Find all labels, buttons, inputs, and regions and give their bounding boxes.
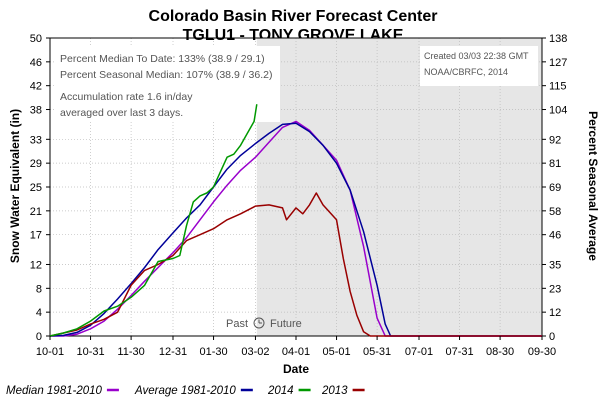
percent-median-to-date: Percent Median To Date: 133% (38.9 / 29.…: [60, 53, 265, 65]
y2-tick-label: 115: [549, 81, 567, 93]
created-timestamp: Created 03/03 22:38 GMT: [424, 51, 529, 61]
info-box-left: [55, 46, 280, 122]
legend-label: 2014: [267, 385, 294, 397]
past-label: Past: [226, 318, 248, 330]
x-tick-label: 11-30: [117, 346, 144, 358]
accumulation-rate-note: averaged over last 3 days.: [60, 107, 183, 119]
y-tick-label: 17: [30, 230, 42, 242]
y-axis-right: 0 12 23 35 46 58 69 81 92 104 115 127 138: [542, 33, 567, 343]
y2-tick-label: 58: [549, 206, 561, 218]
x-tick-label: 12-31: [159, 346, 187, 358]
y-tick-label: 50: [30, 33, 42, 45]
y-axis-left: 0 4 8 12 17 21 25 29 33 38 42 46 50: [30, 33, 50, 343]
future-label: Future: [270, 318, 302, 330]
x-tick-label: 05-01: [322, 346, 350, 358]
y2-axis-label: Percent Seasonal Average: [586, 111, 600, 261]
y-tick-label: 33: [30, 134, 42, 146]
x-tick-label: 03-02: [241, 346, 269, 358]
y2-tick-label: 81: [549, 158, 561, 170]
y-tick-label: 4: [36, 307, 42, 319]
y2-tick-label: 35: [549, 259, 561, 271]
info-box-right: [420, 46, 538, 86]
y2-tick-label: 12: [549, 307, 561, 319]
y2-tick-label: 104: [549, 105, 567, 117]
y-tick-label: 42: [30, 81, 42, 93]
x-tick-label: 10-01: [36, 346, 64, 358]
x-tick-label: 08-30: [486, 346, 514, 358]
legend-label: 2013: [321, 385, 348, 397]
chart-title: Colorado Basin River Forecast Center: [149, 8, 438, 25]
series-layer: [49, 104, 542, 337]
agency-credit: NOAA/CBRFC, 2014: [424, 67, 508, 77]
percent-seasonal-median: Percent Seasonal Median: 107% (38.9 / 36…: [60, 69, 272, 81]
x-tick-label: 05-31: [363, 346, 391, 358]
y-tick-label: 46: [30, 57, 42, 69]
y-tick-label: 38: [30, 105, 42, 117]
y2-tick-label: 23: [549, 283, 561, 295]
x-axis-label: Date: [283, 362, 309, 376]
x-tick-label: 01-30: [199, 346, 227, 358]
y-tick-label: 29: [30, 158, 42, 170]
y-axis-label: Snow Water Equivalent (in): [8, 109, 22, 263]
x-tick-label: 07-31: [445, 346, 473, 358]
y2-tick-label: 69: [549, 182, 561, 194]
x-tick-label: 07-01: [405, 346, 433, 358]
series-line-2014: [49, 104, 258, 337]
legend-label: Median 1981-2010: [6, 385, 103, 397]
legend-label: Average 1981-2010: [134, 385, 236, 397]
x-tick-label: 09-30: [528, 346, 556, 358]
x-tick-label: 04-01: [282, 346, 310, 358]
accumulation-rate: Accumulation rate 1.6 in/day: [60, 91, 193, 103]
series-line-2013: [49, 192, 542, 337]
y2-tick-label: 138: [549, 33, 567, 45]
legend: Median 1981-2010 Average 1981-2010 2014 201…: [6, 385, 365, 397]
y2-tick-label: 92: [549, 134, 561, 146]
y-tick-label: 21: [30, 206, 42, 218]
y-tick-label: 8: [36, 283, 42, 295]
x-axis: 10-01 10-31 11-30 12-31 01-30 03-02 04-01 05-01…: [36, 336, 556, 358]
y-tick-label: 0: [36, 331, 42, 343]
y2-tick-label: 46: [549, 230, 561, 242]
clock-icon: [253, 317, 265, 329]
y2-tick-label: 127: [549, 57, 567, 69]
x-tick-label: 10-31: [76, 346, 104, 358]
y2-tick-label: 0: [549, 331, 555, 343]
y-tick-label: 12: [30, 259, 42, 271]
y-tick-label: 25: [30, 182, 42, 194]
